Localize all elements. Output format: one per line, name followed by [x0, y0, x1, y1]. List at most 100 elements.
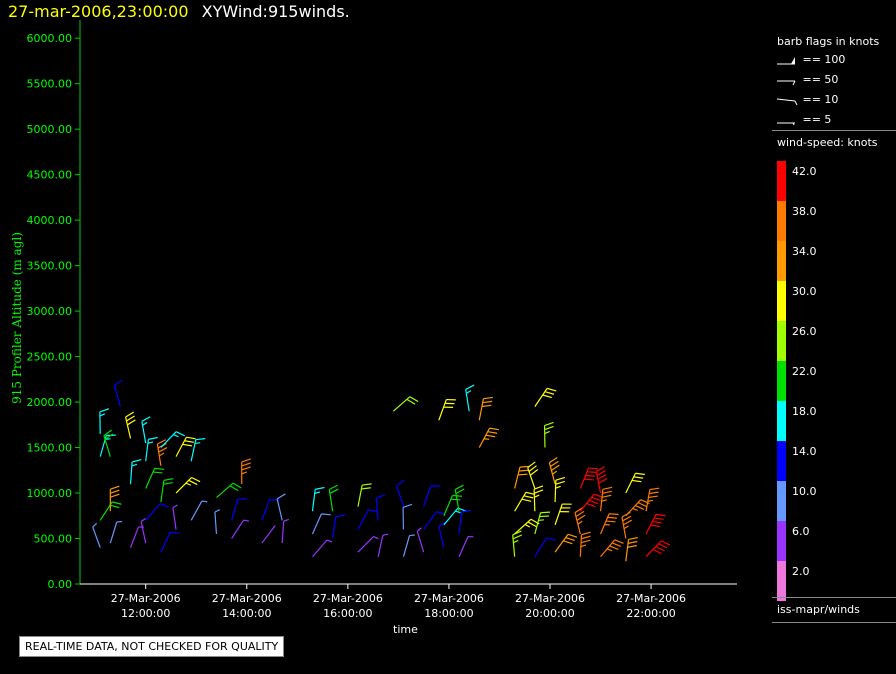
y-tick-label: 0.00 [48, 578, 73, 591]
wind-barb [109, 485, 120, 512]
wind-barb [175, 476, 201, 494]
legend-flag-100-label: == 100 [802, 53, 846, 66]
colorbar-level-label: 2.0 [792, 565, 810, 578]
wind-barb [328, 484, 339, 512]
wind-barb [311, 513, 331, 535]
footer-divider [772, 622, 896, 623]
legend-flag-50: == 50 [777, 73, 838, 89]
wind-barb [156, 439, 168, 466]
legend-flag-5: == 5 [777, 113, 831, 129]
wind-barb [311, 486, 325, 512]
colorbar-title: wind-speed: knots [777, 136, 878, 149]
wind-barb [534, 387, 557, 407]
colorbar-level-label: 10.0 [792, 485, 817, 498]
wind-barb [129, 526, 144, 548]
x-tick-date-label: 27-Mar-2006 [515, 592, 585, 605]
wind-barb [231, 519, 249, 539]
wind-barb [514, 491, 536, 512]
wind-barb [478, 427, 500, 448]
legend-flag-100: == 100 [777, 53, 845, 69]
wind-barb [574, 507, 586, 535]
wind-barb [402, 503, 413, 530]
wind-barb [113, 379, 123, 407]
wind-barb [276, 493, 286, 521]
wind-barb [595, 466, 608, 494]
wind-barb [438, 520, 448, 548]
wind-barb [554, 503, 572, 526]
wind-barb [514, 465, 530, 489]
y-tick-label: 4000.00 [27, 214, 73, 227]
wind-barb [579, 493, 604, 512]
colorbar-swatch [777, 241, 786, 281]
wind-barb [145, 503, 170, 521]
legend-flag-50-label: == 50 [802, 73, 839, 86]
wind-barb [145, 467, 165, 489]
wind-barb [377, 533, 389, 557]
y-tick-label: 3000.00 [27, 305, 73, 318]
colorbar-swatch [777, 281, 786, 321]
y-tick-label: 3500.00 [27, 260, 73, 273]
wind-barb [357, 483, 372, 507]
wind-barb [554, 476, 566, 503]
wind-barb [423, 511, 446, 530]
colorbar-level-label: 38.0 [792, 205, 817, 218]
wind-barb [443, 494, 462, 517]
wind-barb [129, 459, 142, 484]
y-tick-label: 4500.00 [27, 169, 73, 182]
wind-barb [543, 421, 554, 448]
colorbar-level-label: 18.0 [792, 405, 817, 418]
chart-title: 27-mar-2006,23:00:00 XYWind:915winds. [8, 2, 350, 21]
wind-barb [141, 416, 151, 444]
wind-barb [332, 514, 346, 539]
colorbar-level-label: 6.0 [792, 525, 810, 538]
wind-barb [645, 487, 660, 512]
colorbar-level-label: 14.0 [792, 445, 817, 458]
y-tick-label: 500.00 [34, 533, 73, 546]
y-tick-label: 5000.00 [27, 123, 73, 136]
colorbar-swatch [777, 161, 786, 201]
colorbar-level-label: 30.0 [792, 285, 817, 298]
x-tick-time-label: 16:00:00 [323, 607, 372, 620]
wind-barb [160, 431, 185, 448]
legend-flag-10: == 10 [776, 93, 838, 109]
wind-barb [465, 384, 475, 412]
colorbar-swatch [777, 481, 786, 521]
title-datetime: 27-mar-2006,23:00:00 [8, 2, 189, 21]
x-tick-time-label: 14:00:00 [222, 607, 271, 620]
half-pennant-icon [777, 80, 796, 86]
wind-barb [92, 522, 101, 548]
colorbar-swatch [777, 201, 786, 241]
source-label: iss-mapr/winds [777, 603, 860, 616]
legend-divider [772, 130, 896, 131]
wind-barb [423, 485, 441, 507]
wind-barb [125, 411, 136, 439]
colorbar-swatch [777, 401, 786, 441]
wind-barb [99, 434, 116, 457]
wind-barb [357, 509, 378, 530]
x-tick-time-label: 22:00:00 [626, 607, 675, 620]
colorbar-level-label: 22.0 [792, 365, 817, 378]
quality-notice: REAL-TIME DATA, NOT CHECKED FOR QUALITY [19, 636, 285, 657]
wind-barb [458, 509, 472, 535]
x-tick-date-label: 27-Mar-2006 [212, 592, 282, 605]
title-product: XYWind:915winds. [201, 2, 350, 21]
y-tick-label: 2000.00 [27, 396, 73, 409]
y-tick-label: 2500.00 [27, 351, 73, 364]
x-tick-time-label: 12:00:00 [121, 607, 170, 620]
y-tick-label: 1500.00 [27, 442, 73, 455]
y-axis-label: 915 Profiler Altitude (m agl) [10, 232, 24, 404]
wind-barb [140, 518, 147, 544]
wind-barb [160, 531, 180, 553]
wind-barb [312, 539, 333, 558]
wind-barb [175, 436, 196, 457]
colorbar-divider [772, 597, 896, 598]
x-tick-date-label: 27-Mar-2006 [111, 592, 181, 605]
wind-barb [231, 498, 248, 521]
wind-barb [214, 509, 221, 535]
wind-barb [190, 500, 208, 521]
wind-barb [599, 513, 619, 535]
full-barb-icon [776, 98, 798, 106]
wind-barb [512, 530, 523, 557]
wind-barb [241, 458, 251, 484]
